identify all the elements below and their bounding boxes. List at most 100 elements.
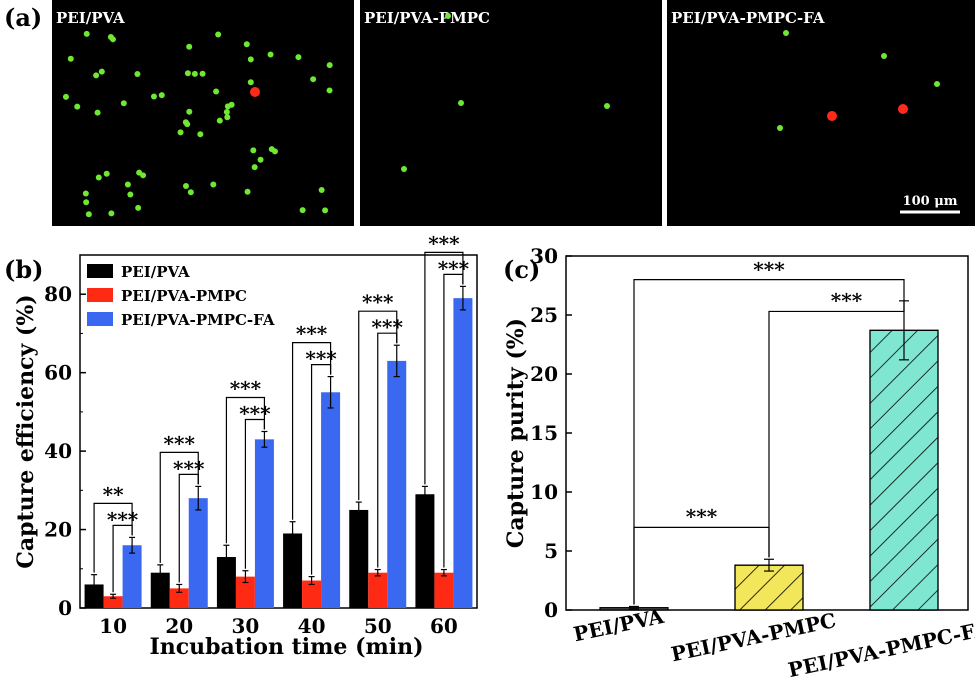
green-cell — [182, 182, 189, 189]
image-title-3: PEI/PVA-PMPC-FA — [671, 9, 825, 27]
significance-bracket — [768, 298, 905, 558]
image-title-1: PEI/PVA — [56, 9, 125, 27]
green-cell — [67, 55, 74, 62]
green-cell — [783, 30, 789, 36]
significance-label: *** — [239, 402, 271, 426]
significance-label: *** — [230, 377, 262, 401]
plot-frame — [79, 254, 478, 609]
y-tick-label: 10 — [530, 480, 558, 504]
green-cell — [216, 117, 223, 124]
significance-bracket — [244, 418, 266, 569]
significance-label: *** — [107, 507, 139, 531]
bar-hatch — [734, 564, 804, 611]
green-cell — [158, 92, 165, 99]
green-cell — [318, 187, 325, 194]
bar — [321, 392, 341, 608]
y-tick-label: 20 — [44, 518, 72, 542]
green-cell — [268, 146, 275, 153]
green-cell — [124, 181, 131, 188]
significance-label: *** — [305, 347, 337, 371]
y-tick-label: 30 — [530, 244, 558, 268]
significance-bracket — [424, 251, 464, 485]
green-cell — [83, 30, 90, 37]
y-tick-label: 0 — [58, 596, 72, 620]
green-cell — [199, 70, 206, 77]
green-cell — [326, 87, 333, 94]
green-cell — [401, 166, 407, 172]
panel-a-label: (a) — [4, 3, 42, 32]
bar — [415, 494, 435, 608]
significance-label: ** — [103, 482, 124, 506]
green-cell — [934, 81, 940, 87]
green-cell — [777, 125, 783, 131]
significance-label: *** — [428, 231, 460, 255]
bar — [283, 533, 303, 608]
green-cell — [191, 70, 198, 77]
legend-swatch — [87, 288, 113, 302]
green-cell — [93, 72, 100, 79]
green-cell — [150, 93, 157, 100]
image-pei-pva-pmpc-fa — [667, 0, 975, 226]
y-axis-label: Capture efficiency (%) — [13, 294, 39, 568]
green-cell — [120, 100, 127, 107]
green-cell — [247, 79, 254, 86]
green-cell — [108, 210, 115, 217]
green-cell — [310, 76, 317, 83]
green-cell — [136, 169, 143, 176]
green-cell — [186, 43, 193, 50]
image-pei-pva-pmpc — [360, 0, 662, 226]
green-cell — [299, 207, 306, 214]
green-cell — [82, 190, 89, 197]
green-cell — [83, 199, 90, 206]
green-cell — [74, 103, 81, 110]
y-tick-label: 15 — [530, 421, 558, 445]
green-cell — [224, 114, 231, 121]
image-title-2: PEI/PVA-PMPC — [364, 9, 490, 27]
cell-dots — [62, 13, 940, 218]
green-cell — [197, 131, 204, 138]
red-cell — [827, 111, 837, 121]
y-tick-label: 5 — [544, 539, 558, 563]
x-tick-label: 20 — [165, 614, 193, 638]
bar — [84, 584, 104, 608]
green-cell — [135, 204, 142, 211]
legend-swatch — [87, 312, 113, 326]
y-tick-label: 20 — [530, 362, 558, 386]
y-tick-label: 40 — [44, 439, 72, 463]
bar — [188, 498, 208, 608]
green-cell — [213, 88, 220, 95]
green-cell — [247, 56, 254, 63]
significance-label: *** — [362, 290, 394, 314]
green-cell — [604, 103, 610, 109]
y-tick-label: 25 — [530, 303, 558, 327]
x-tick-label: 40 — [298, 614, 326, 638]
bar — [302, 580, 322, 608]
bar — [349, 509, 369, 608]
x-axis-label: Incubation time (min) — [149, 634, 423, 660]
green-cell — [177, 129, 184, 136]
bar — [122, 545, 142, 608]
significance-bracket — [443, 273, 464, 568]
x-tick-label: 50 — [364, 614, 392, 638]
bar — [235, 576, 255, 608]
green-cell — [445, 13, 451, 19]
panel-a: (a) PEI/PVA PEI/PVA-PMPC PEI/PVA-PMPC-FA… — [4, 0, 975, 226]
significance-bracket — [159, 451, 199, 563]
legend-label: PEI/PVA — [121, 263, 190, 281]
significance-label: *** — [831, 288, 863, 312]
significance-bracket — [633, 279, 905, 605]
significance-label: *** — [164, 431, 196, 455]
green-cell — [134, 71, 141, 78]
significance-label: *** — [686, 504, 718, 528]
significance-bracket — [358, 310, 398, 501]
significance-label: *** — [753, 258, 785, 282]
green-cell — [257, 156, 264, 163]
legend-label: PEI/PVA-PMPC-FA — [121, 311, 275, 329]
legend-label: PEI/PVA-PMPC — [121, 287, 247, 305]
panel-b-label: (b) — [4, 255, 44, 284]
significance-label: *** — [438, 256, 470, 280]
panel-c-label: (c) — [503, 255, 540, 284]
y-tick-label: 80 — [44, 282, 72, 306]
